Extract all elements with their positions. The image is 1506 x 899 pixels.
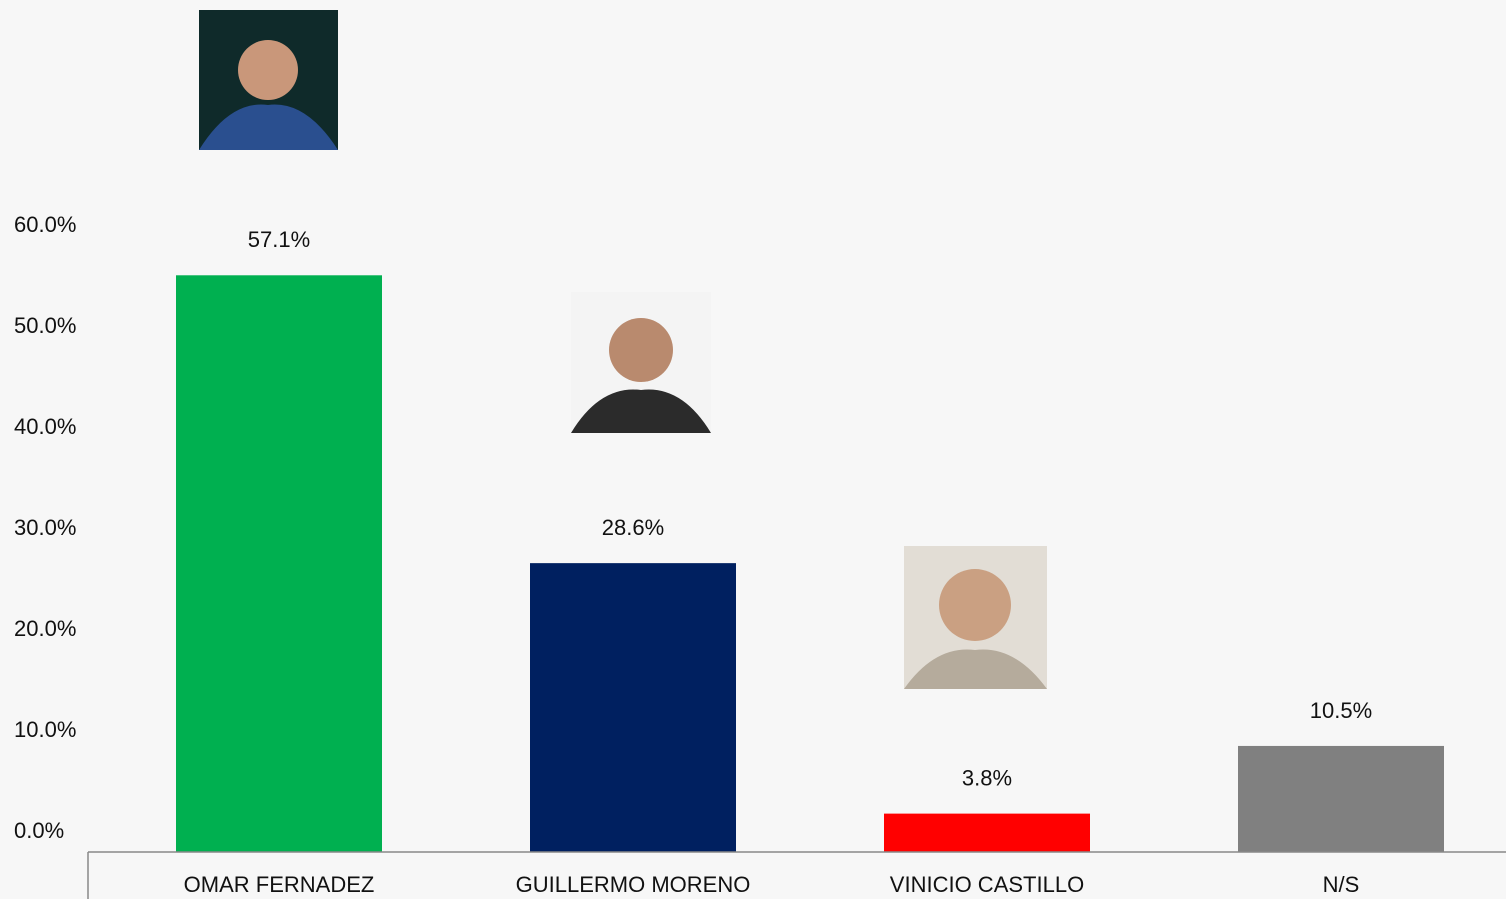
page: {"chart_data": {"type": "bar", "categori…: [0, 0, 1506, 899]
y-tick-label: 10.0%: [14, 717, 76, 742]
y-tick-label: 40.0%: [14, 414, 76, 439]
y-tick-label: 0.0%: [14, 818, 64, 843]
data-label: 57.1%: [248, 227, 310, 252]
bar: [530, 563, 736, 852]
bar: [884, 814, 1090, 852]
y-tick-label: 30.0%: [14, 515, 76, 540]
photo: [904, 546, 1047, 689]
bar: [1238, 746, 1444, 852]
chart: 10.5% N/S 3.8% VINICIO CASTILLO 28.6% GUILLER…: [0, 0, 1506, 899]
data-label: 28.6%: [602, 515, 664, 540]
y-tick-label: 20.0%: [14, 616, 76, 641]
data-label: 10.5%: [1310, 698, 1372, 723]
y-tick-label: 50.0%: [14, 313, 76, 338]
x-tick-label: VINICIO CASTILLO: [890, 872, 1084, 897]
photo: [199, 10, 338, 150]
x-tick-label: GUILLERMO MORENO: [516, 872, 751, 897]
photo: [571, 292, 711, 433]
bar: [176, 275, 382, 852]
y-tick-label: 60.0%: [14, 212, 76, 237]
data-label: 3.8%: [962, 765, 1012, 790]
x-tick-label: N/S: [1323, 872, 1360, 897]
x-tick-label: OMAR FERNADEZ: [184, 872, 375, 897]
